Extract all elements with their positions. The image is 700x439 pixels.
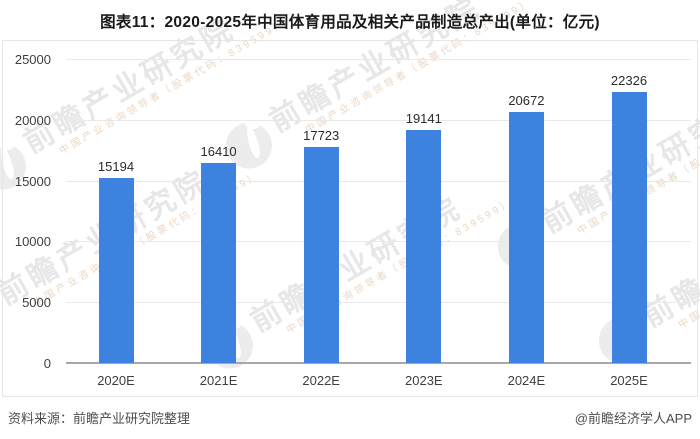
chart-panel: 0 5000 10000 15000 20000 25000 15194 2020E 16410… [2, 40, 698, 397]
x-axis-tick-label: 2023E [405, 373, 443, 388]
bar-value-label: 15194 [97, 159, 135, 175]
y-axis-tick-label: 10000 [14, 234, 51, 250]
x-axis-tick-label: 2024E [507, 373, 546, 388]
x-axis-tick-label: 2020E [97, 373, 135, 388]
bar-value-label: 17723 [303, 128, 340, 144]
bar-2022E[interactable]: 17723 [303, 128, 339, 363]
gridline [66, 302, 691, 304]
chart-title: 图表11：2020-2025年中国体育用品及相关产品制造总产出(单位：亿元) [100, 14, 600, 31]
bar-value-label: 19141 [405, 111, 442, 127]
bar-value-label: 16410 [200, 144, 237, 160]
credit-note: @前瞻经济学人APP [574, 411, 692, 426]
y-axis-tick-label: 15000 [14, 173, 51, 189]
gridline [66, 119, 691, 121]
y-axis-tick-label: 25000 [14, 52, 51, 67]
bar-2024E[interactable]: 20672 [508, 93, 544, 363]
y-axis-tick-label: 0 [43, 356, 51, 371]
gridline [66, 180, 691, 182]
bar-value-label: 22326 [610, 72, 648, 88]
x-axis-tick-label: 2025E [610, 373, 648, 388]
y-axis-tick-label: 20000 [14, 112, 51, 128]
source-note: 资料来源：前瞻产业研究院整理 [8, 411, 191, 426]
gridline [66, 59, 691, 60]
bar-2025E[interactable]: 22326 [611, 73, 647, 363]
x-axis-tick-label: 2021E [199, 373, 238, 388]
bar-2023E[interactable]: 19141 [406, 111, 442, 363]
bar-2020E[interactable]: 15194 [98, 159, 134, 363]
x-axis-tick-label: 2022E [302, 373, 340, 388]
bar-value-label: 20672 [508, 92, 545, 108]
y-axis-tick-label: 5000 [22, 295, 51, 311]
gridline [66, 241, 691, 243]
plot-area: 0 5000 10000 15000 20000 25000 15194 2020E 16410… [3, 41, 697, 396]
x-axis-line [66, 362, 691, 364]
bar-2021E[interactable]: 16410 [201, 144, 237, 363]
